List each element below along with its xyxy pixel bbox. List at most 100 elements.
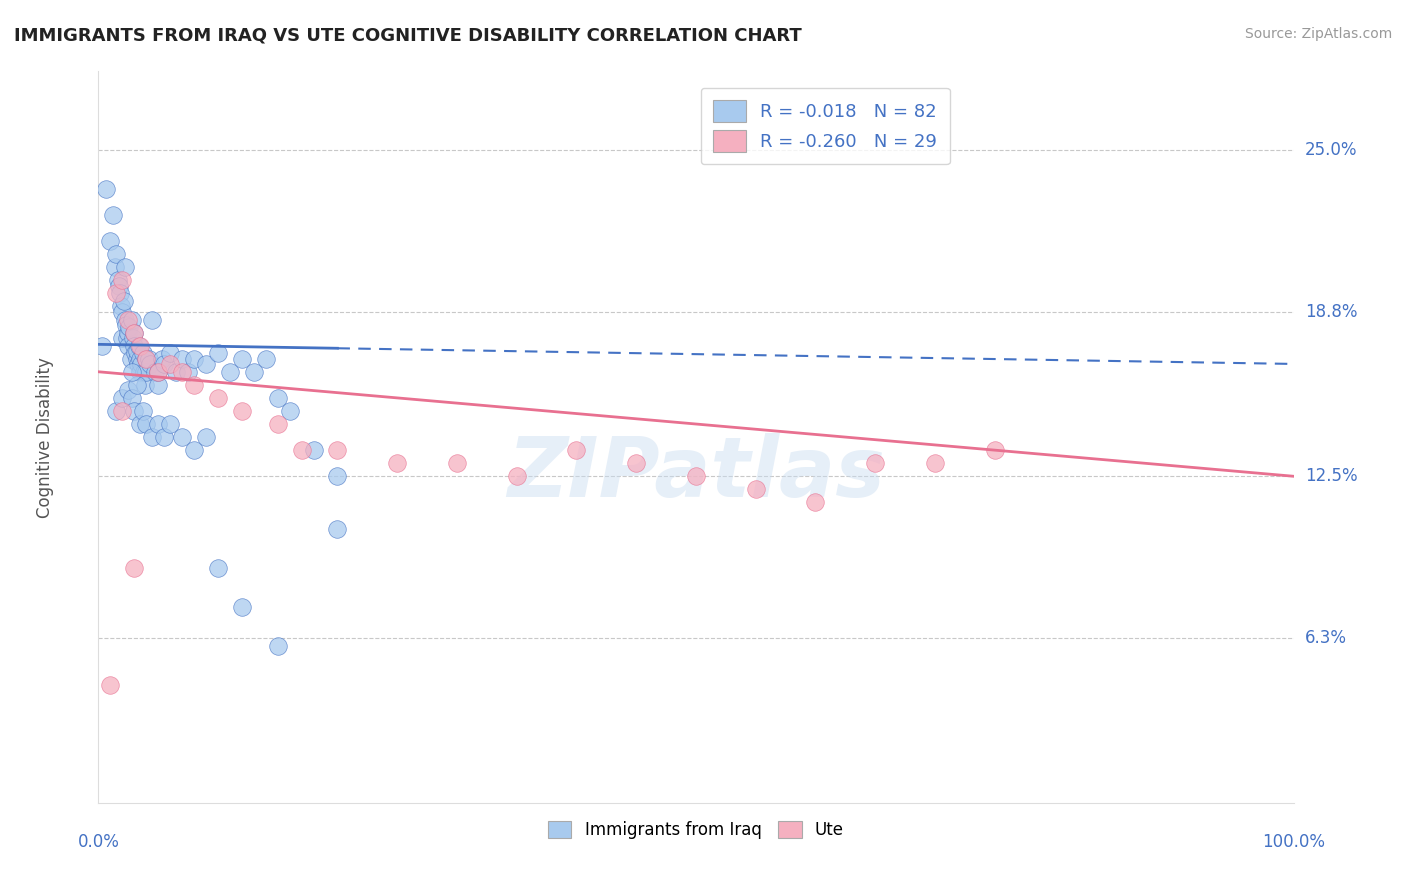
Point (121, 365, 143, 379)
Point (207, 560, 229, 574)
Point (125, 351, 148, 366)
Point (120, 351, 142, 366)
Point (267, 639, 290, 653)
Point (172, 365, 194, 379)
Point (148, 365, 170, 379)
Point (326, 521, 349, 535)
Point (124, 326, 146, 340)
Point (984, 443, 1007, 458)
Point (159, 357, 181, 371)
Point (124, 346, 146, 360)
Point (506, 469, 529, 483)
Text: 12.5%: 12.5% (1305, 467, 1357, 485)
Text: 6.3%: 6.3% (1305, 629, 1347, 648)
Point (172, 351, 194, 366)
Point (111, 331, 134, 345)
Point (134, 377, 156, 392)
Point (124, 339, 146, 353)
Point (131, 346, 153, 360)
Point (115, 318, 138, 332)
Point (924, 456, 946, 470)
Point (254, 351, 277, 366)
Point (124, 560, 146, 574)
Point (207, 346, 229, 360)
Point (114, 312, 136, 326)
Point (122, 331, 145, 345)
Point (139, 357, 162, 371)
Point (129, 351, 152, 366)
Point (104, 260, 127, 275)
Point (148, 417, 170, 431)
Point (865, 456, 887, 470)
Point (91, 339, 114, 353)
Point (121, 391, 143, 405)
Point (94, 182, 117, 196)
Text: Source: ZipAtlas.com: Source: ZipAtlas.com (1244, 27, 1392, 41)
Point (159, 346, 181, 360)
Point (172, 430, 194, 444)
Point (111, 304, 134, 318)
Point (117, 383, 139, 397)
Point (183, 443, 205, 458)
Point (150, 351, 173, 366)
Text: ZIPatlas: ZIPatlas (508, 434, 884, 514)
Point (195, 357, 218, 371)
Text: 0.0%: 0.0% (77, 833, 120, 851)
Point (110, 300, 132, 314)
Point (138, 351, 160, 366)
Point (107, 278, 129, 293)
Point (112, 294, 135, 309)
Point (114, 260, 136, 275)
Point (105, 247, 128, 261)
Text: IMMIGRANTS FROM IRAQ VS UTE COGNITIVE DISABILITY CORRELATION CHART: IMMIGRANTS FROM IRAQ VS UTE COGNITIVE DI… (14, 27, 801, 45)
Point (565, 443, 588, 458)
Point (131, 357, 153, 371)
Point (446, 456, 468, 470)
Point (132, 365, 155, 379)
Point (111, 391, 134, 405)
Point (195, 430, 218, 444)
Point (111, 273, 134, 287)
Point (121, 312, 143, 326)
Point (626, 456, 648, 470)
Point (153, 430, 176, 444)
Point (153, 357, 176, 371)
Point (115, 331, 138, 345)
Point (124, 404, 146, 418)
Point (135, 351, 157, 366)
Point (141, 312, 163, 326)
Text: 18.8%: 18.8% (1305, 302, 1357, 321)
Point (141, 430, 163, 444)
Point (128, 339, 150, 353)
Point (183, 377, 205, 392)
Point (98, 234, 122, 248)
Point (804, 495, 827, 509)
Point (148, 365, 170, 379)
Point (135, 417, 157, 431)
Point (231, 351, 253, 366)
Point (129, 417, 152, 431)
Point (183, 351, 205, 366)
Point (127, 357, 149, 371)
Point (326, 443, 349, 458)
Point (219, 365, 242, 379)
Point (117, 312, 139, 326)
Point (243, 365, 266, 379)
Point (135, 351, 157, 366)
Point (124, 326, 146, 340)
Point (105, 286, 128, 301)
Point (231, 404, 253, 418)
Point (143, 365, 166, 379)
Point (125, 343, 148, 358)
Point (165, 365, 187, 379)
Point (129, 339, 152, 353)
Point (231, 599, 253, 614)
Text: 100.0%: 100.0% (1263, 833, 1324, 851)
Text: 25.0%: 25.0% (1305, 141, 1357, 159)
Point (302, 443, 325, 458)
Point (117, 339, 139, 353)
Legend: Immigrants from Iraq, Ute: Immigrants from Iraq, Ute (541, 814, 851, 846)
Point (207, 391, 229, 405)
Point (326, 469, 349, 483)
Point (125, 377, 148, 392)
